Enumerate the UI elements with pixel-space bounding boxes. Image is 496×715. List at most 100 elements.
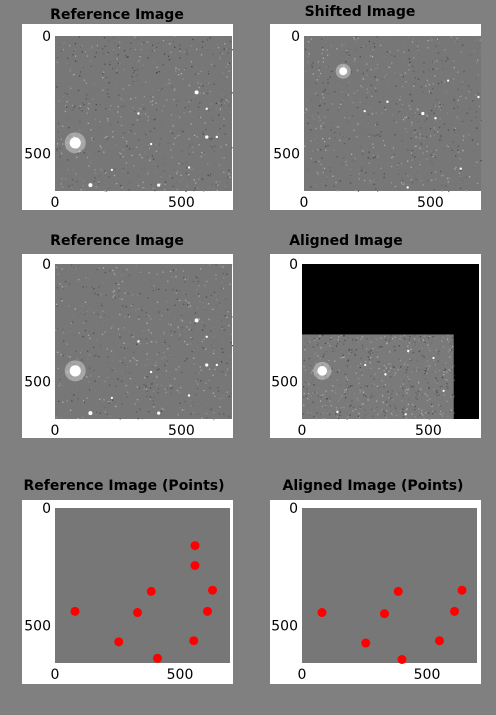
star bbox=[317, 366, 328, 376]
scatter-point bbox=[435, 636, 444, 646]
star bbox=[336, 410, 339, 414]
scatter-point bbox=[397, 654, 407, 664]
star bbox=[384, 373, 387, 376]
x-tick-label: 0 bbox=[300, 195, 309, 211]
star bbox=[149, 142, 153, 146]
star bbox=[194, 318, 199, 323]
y-tick-label: 0 bbox=[289, 501, 298, 517]
y-tick-label: 0 bbox=[289, 257, 298, 273]
star bbox=[69, 137, 81, 149]
scatter-point bbox=[393, 586, 403, 596]
scatter-point bbox=[361, 638, 371, 648]
y-tick-label: 0 bbox=[42, 29, 51, 45]
star bbox=[149, 370, 153, 374]
x-tick-label: 500 bbox=[168, 195, 195, 211]
star bbox=[205, 335, 208, 339]
scatter-point bbox=[380, 609, 389, 619]
y-tick-label: 500 bbox=[24, 618, 51, 634]
star bbox=[205, 363, 209, 367]
x-tick-label: 500 bbox=[415, 423, 442, 439]
panel-title: Aligned Image bbox=[289, 233, 403, 249]
y-tick-label: 0 bbox=[42, 257, 51, 273]
y-tick-label: 0 bbox=[291, 29, 300, 45]
panel-title: Aligned Image (Points) bbox=[282, 478, 464, 494]
star bbox=[339, 67, 348, 76]
star bbox=[205, 107, 208, 111]
star bbox=[157, 411, 161, 415]
scatter-point bbox=[457, 585, 467, 595]
plot-area bbox=[302, 508, 477, 663]
panel-title: Reference Image bbox=[50, 233, 184, 249]
y-tick-label: 0 bbox=[42, 501, 51, 517]
star bbox=[88, 183, 93, 188]
image-noise bbox=[55, 264, 234, 421]
scatter-point bbox=[450, 606, 459, 616]
star bbox=[404, 413, 407, 416]
star bbox=[386, 100, 389, 103]
x-tick-label: 500 bbox=[414, 667, 441, 683]
x-tick-label: 0 bbox=[51, 667, 60, 683]
star bbox=[194, 90, 199, 95]
image-noise bbox=[55, 36, 234, 192]
scatter-point bbox=[203, 606, 212, 616]
star bbox=[459, 167, 462, 170]
x-tick-label: 0 bbox=[51, 423, 60, 439]
star bbox=[110, 396, 113, 399]
y-tick-label: 500 bbox=[273, 146, 300, 162]
plot-area bbox=[55, 508, 230, 663]
star bbox=[157, 183, 161, 187]
star bbox=[205, 135, 209, 139]
x-tick-label: 500 bbox=[417, 195, 444, 211]
x-tick-label: 500 bbox=[168, 423, 195, 439]
x-tick-label: 500 bbox=[167, 667, 194, 683]
x-tick-label: 0 bbox=[51, 195, 60, 211]
star bbox=[407, 349, 410, 353]
image-noise bbox=[304, 36, 483, 193]
y-tick-label: 500 bbox=[271, 374, 298, 390]
scatter-point bbox=[133, 608, 142, 618]
x-tick-label: 0 bbox=[298, 667, 307, 683]
image-noise bbox=[302, 334, 455, 421]
star bbox=[421, 111, 425, 116]
scatter-point bbox=[190, 541, 200, 551]
y-tick-label: 500 bbox=[24, 374, 51, 390]
y-tick-label: 500 bbox=[271, 618, 298, 634]
scatter-point bbox=[146, 586, 156, 596]
star bbox=[477, 95, 480, 99]
scatter-point bbox=[208, 585, 217, 595]
plot-area bbox=[55, 36, 232, 191]
scatter-point bbox=[153, 653, 162, 663]
star bbox=[432, 356, 435, 360]
star bbox=[215, 135, 219, 139]
panel-title: Reference Image bbox=[50, 7, 184, 23]
star bbox=[447, 79, 450, 82]
star bbox=[406, 186, 409, 189]
scatter-point bbox=[114, 637, 124, 647]
y-tick-label: 500 bbox=[24, 146, 51, 162]
star bbox=[137, 340, 140, 343]
scatter-point bbox=[189, 636, 199, 646]
scatter-point bbox=[317, 608, 327, 618]
star bbox=[69, 365, 81, 377]
star bbox=[434, 116, 437, 120]
scatter-point bbox=[70, 606, 80, 616]
x-tick-label: 0 bbox=[298, 423, 307, 439]
star bbox=[363, 110, 366, 113]
star bbox=[442, 389, 445, 392]
plot-area bbox=[304, 36, 481, 191]
panel-title: Shifted Image bbox=[304, 4, 416, 20]
scatter-point bbox=[190, 561, 200, 571]
star bbox=[88, 411, 93, 416]
star bbox=[364, 363, 367, 367]
star bbox=[215, 363, 219, 367]
star bbox=[187, 166, 191, 169]
panel-title: Reference Image (Points) bbox=[23, 478, 225, 494]
star bbox=[187, 394, 191, 397]
star bbox=[110, 168, 113, 171]
